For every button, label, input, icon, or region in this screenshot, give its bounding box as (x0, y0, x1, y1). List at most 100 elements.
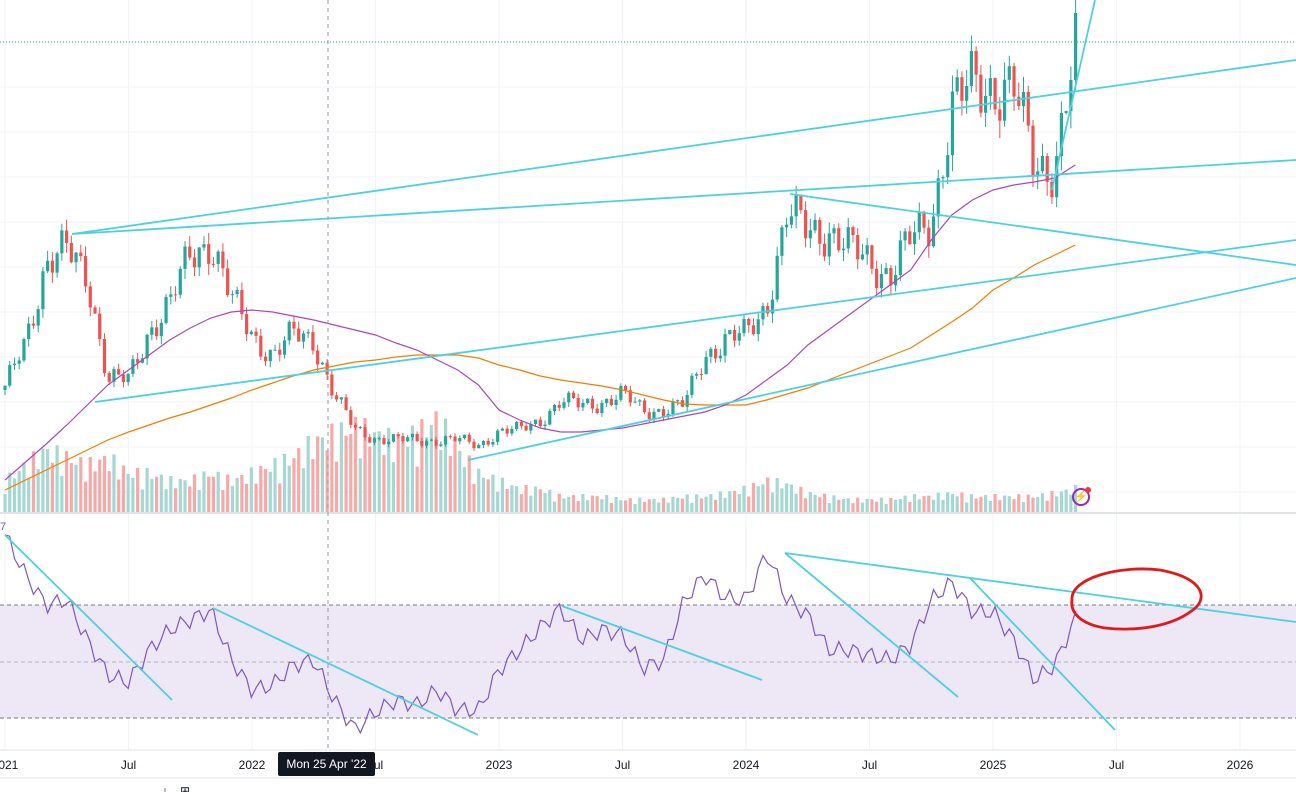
volume-bar (282, 453, 287, 512)
trendlines[interactable] (4, 0, 1296, 736)
volume-bar (552, 501, 557, 512)
candle-body (244, 314, 249, 335)
time-axis-label: Jul (1109, 758, 1124, 772)
candle-body (1031, 125, 1035, 177)
candle-body (491, 441, 495, 445)
volume-bar (306, 435, 310, 512)
volume-bar (685, 494, 689, 512)
volume-bar (481, 477, 486, 512)
volume-bar (126, 473, 130, 512)
candle-body (841, 248, 846, 251)
volume-bar (50, 462, 54, 512)
candle-body (425, 440, 429, 446)
candle-body (571, 392, 576, 399)
trendline[interactable] (71, 159, 1296, 235)
candle-body (282, 340, 287, 355)
volume-bar (93, 471, 97, 512)
candle-body (898, 240, 902, 275)
volume-bar (382, 454, 386, 512)
candle-body (387, 441, 391, 445)
volume-bar (590, 495, 595, 512)
rsi-trendline[interactable] (784, 552, 1296, 623)
rsi-trendline[interactable] (969, 577, 1116, 731)
candle-body (273, 349, 277, 351)
volume-bar (860, 502, 865, 512)
candle-body (349, 410, 353, 425)
candle-body (301, 333, 306, 342)
candle-body (197, 247, 201, 268)
candle-body (429, 439, 433, 441)
volume-bar (292, 458, 296, 512)
rsi-trendline[interactable] (784, 552, 959, 698)
volume-bar (297, 448, 301, 512)
candle-body (619, 385, 623, 400)
candle-body (595, 408, 599, 414)
volume-bar (543, 493, 547, 512)
candle-body (576, 398, 580, 408)
volume-bar (202, 471, 206, 512)
time-axis[interactable]: 2021Jul2022Jul2023Jul2024Jul2025Jul2026 (0, 758, 1254, 772)
ma-slow-line (4, 244, 1076, 491)
candle-body (623, 385, 628, 391)
annotation-circle[interactable] (1070, 567, 1203, 631)
candle-body (410, 433, 415, 438)
candle-body (609, 398, 613, 406)
volume-bar (894, 499, 898, 512)
candle-body (50, 260, 54, 273)
trendline[interactable] (71, 59, 1296, 235)
candle-body (552, 404, 557, 412)
candle-body (126, 373, 130, 383)
candle-body (941, 177, 945, 179)
volume-bar (330, 423, 334, 512)
volume-bar (263, 469, 268, 512)
rsi-trendline[interactable] (212, 607, 479, 736)
volume-bar (628, 498, 632, 512)
flash-icon[interactable]: ⚡ (1072, 487, 1091, 506)
candle-body (728, 330, 732, 335)
candle-body (813, 219, 817, 231)
candle-body (519, 421, 523, 426)
candle-body (36, 309, 40, 326)
trendline[interactable] (94, 239, 1296, 403)
candle-body (884, 268, 888, 275)
volume-bar (605, 494, 609, 512)
candle-body (297, 328, 301, 342)
candle-body (789, 216, 793, 225)
candle-body (306, 332, 310, 334)
volume-bar (510, 485, 514, 512)
volume-bar (278, 483, 282, 512)
candle-body (993, 78, 997, 110)
volume-bar (339, 422, 343, 512)
candle-body (79, 252, 83, 257)
volume-bar (998, 500, 1002, 512)
volume-bar (557, 493, 561, 512)
volume-bar (102, 455, 107, 512)
trendline[interactable] (467, 277, 1296, 461)
volume-bar (117, 479, 121, 512)
volume-bar (785, 483, 789, 512)
candle-body (420, 441, 424, 446)
candle-body (912, 232, 917, 245)
volume-bar (1069, 494, 1073, 512)
candle-body (922, 211, 926, 228)
volume-bar (254, 483, 258, 512)
volume-bar (240, 474, 244, 512)
candle-body (136, 359, 140, 363)
calendar-icon[interactable]: ⊞ (180, 784, 190, 792)
volume-bar (173, 488, 178, 512)
candle-body (12, 363, 17, 366)
candle-body (230, 294, 234, 296)
volume-bar (770, 492, 775, 512)
volume-bar (64, 451, 69, 512)
rsi-trendline[interactable] (561, 605, 763, 681)
candle-body (377, 438, 381, 440)
volume-bar (794, 493, 798, 512)
candle-body (903, 231, 907, 241)
rsi-trendline[interactable] (4, 534, 173, 701)
volume-bar (856, 497, 860, 512)
candle-body (439, 444, 443, 446)
candle-body (316, 350, 320, 365)
trendline[interactable] (1051, 0, 1096, 191)
trendline[interactable] (789, 193, 1296, 266)
